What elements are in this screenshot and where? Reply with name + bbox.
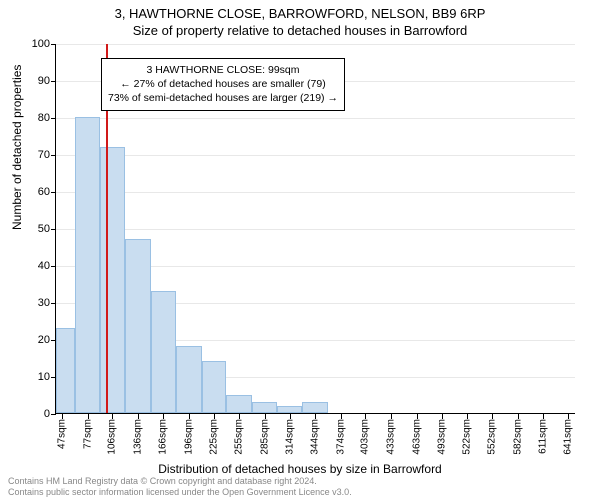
histogram-bar [252, 402, 277, 413]
grid-line [56, 118, 575, 119]
plot-area: 47sqm77sqm106sqm136sqm166sqm196sqm225sqm… [55, 44, 575, 414]
annotation-line: 73% of semi-detached houses are larger (… [108, 91, 338, 105]
y-tick-mark [51, 229, 56, 230]
x-tick-label: 374sqm [335, 419, 346, 455]
x-tick-label: 433sqm [386, 419, 397, 455]
grid-line [56, 44, 575, 45]
y-tick-mark [51, 303, 56, 304]
histogram-bar [226, 395, 252, 414]
y-tick-mark [51, 192, 56, 193]
grid-line [56, 192, 575, 193]
y-tick-mark [51, 414, 56, 415]
footer-line2: Contains public sector information licen… [8, 487, 352, 498]
y-tick-label: 80 [10, 112, 50, 124]
histogram-chart: 47sqm77sqm106sqm136sqm166sqm196sqm225sqm… [55, 44, 575, 414]
x-axis-label: Distribution of detached houses by size … [0, 462, 600, 476]
y-tick-label: 0 [10, 408, 50, 420]
y-tick-label: 90 [10, 75, 50, 87]
annotation-line: ← 27% of detached houses are smaller (79… [108, 77, 338, 91]
x-tick-label: 493sqm [437, 419, 448, 455]
x-tick-label: 552sqm [487, 419, 498, 455]
y-tick-label: 40 [10, 260, 50, 272]
x-tick-label: 403sqm [360, 419, 371, 455]
x-tick-label: 47sqm [56, 419, 67, 449]
y-tick-label: 10 [10, 371, 50, 383]
y-tick-label: 70 [10, 149, 50, 161]
x-tick-label: 522sqm [461, 419, 472, 455]
histogram-bar [277, 406, 303, 413]
y-tick-label: 100 [10, 38, 50, 50]
histogram-bar [75, 117, 101, 413]
x-tick-label: 344sqm [310, 419, 321, 455]
histogram-bar [151, 291, 177, 413]
y-tick-mark [51, 155, 56, 156]
histogram-bar [302, 402, 328, 413]
histogram-bar [100, 147, 125, 413]
y-tick-mark [51, 81, 56, 82]
x-tick-label: 225sqm [208, 419, 219, 455]
histogram-bar [202, 361, 227, 413]
title-address: 3, HAWTHORNE CLOSE, BARROWFORD, NELSON, … [0, 6, 600, 21]
y-axis-label: Number of detached properties [10, 65, 24, 230]
histogram-bar [56, 328, 75, 413]
annotation-line: 3 HAWTHORNE CLOSE: 99sqm [108, 63, 338, 77]
x-tick-label: 255sqm [234, 419, 245, 455]
annotation-box: 3 HAWTHORNE CLOSE: 99sqm← 27% of detache… [101, 58, 345, 111]
y-tick-label: 30 [10, 297, 50, 309]
footer-attribution: Contains HM Land Registry data © Crown c… [8, 476, 352, 498]
y-tick-mark [51, 118, 56, 119]
x-tick-label: 611sqm [537, 419, 548, 454]
x-tick-label: 136sqm [132, 419, 143, 455]
x-tick-label: 641sqm [563, 419, 574, 455]
x-tick-label: 77sqm [82, 419, 93, 449]
x-tick-label: 582sqm [513, 419, 524, 455]
grid-line [56, 155, 575, 156]
title-block: 3, HAWTHORNE CLOSE, BARROWFORD, NELSON, … [0, 0, 600, 38]
x-tick-label: 106sqm [107, 419, 118, 455]
x-tick-label: 314sqm [284, 419, 295, 455]
title-subtitle: Size of property relative to detached ho… [0, 23, 600, 38]
y-tick-mark [51, 266, 56, 267]
y-tick-mark [51, 44, 56, 45]
footer-line1: Contains HM Land Registry data © Crown c… [8, 476, 352, 487]
x-tick-label: 285sqm [259, 419, 270, 455]
x-tick-label: 166sqm [158, 419, 169, 455]
histogram-bar [125, 239, 151, 413]
y-tick-label: 20 [10, 334, 50, 346]
grid-line [56, 229, 575, 230]
x-tick-label: 196sqm [183, 419, 194, 455]
x-tick-label: 463sqm [411, 419, 422, 455]
histogram-bar [176, 346, 202, 413]
y-tick-label: 60 [10, 186, 50, 198]
y-tick-label: 50 [10, 223, 50, 235]
